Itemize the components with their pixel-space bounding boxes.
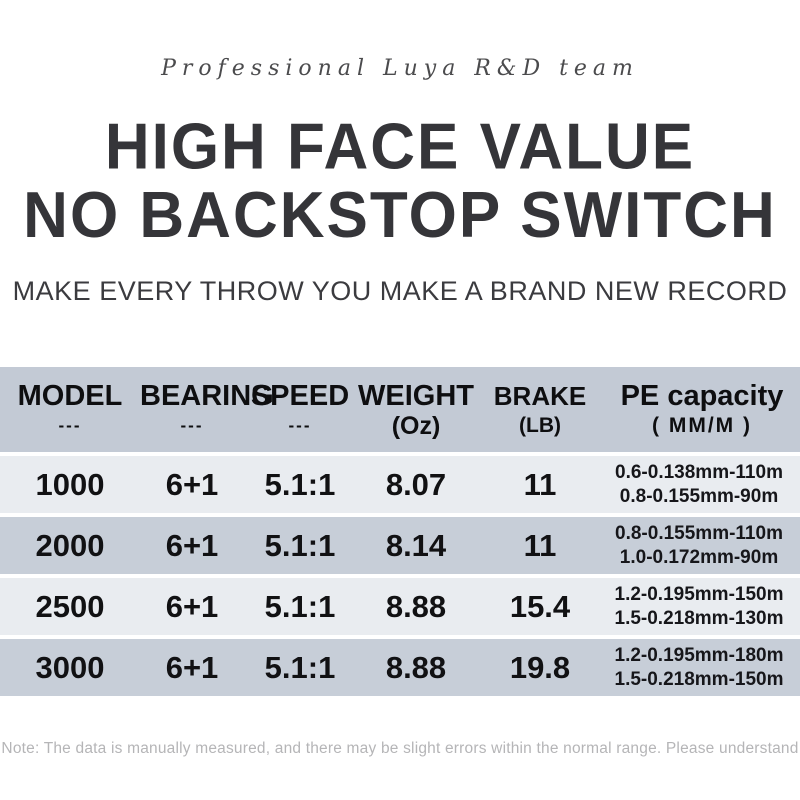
- brand-tagline: Professional Luya R&D team: [161, 56, 639, 81]
- column-header-weight: WEIGHT (Oz): [356, 380, 476, 439]
- table-row-model-2000: 2000 6+1 5.1:1 8.14 11 0.8-0.155mm-110m …: [0, 517, 800, 574]
- cell-weight: 8.88: [385, 649, 447, 685]
- cell-pe-capacity: 1.2-0.195mm-180m 1.5-0.218mm-150m: [604, 644, 800, 692]
- table-row-model-2500: 2500 6+1 5.1:1 8.88 15.4 1.2-0.195mm-150…: [0, 578, 800, 635]
- cell-pe-capacity: 0.8-0.155mm-110m 1.0-0.172mm-90m: [604, 522, 800, 570]
- column-label: SPEED: [250, 380, 350, 412]
- cell-weight: 8.88: [385, 588, 447, 624]
- page-title-line-2: NO BACKSTOP SWITCH: [23, 179, 777, 252]
- cell-weight: 8.14: [385, 527, 447, 563]
- cell-bearing: 6+1: [165, 588, 219, 624]
- cell-speed: 5.1:1: [264, 527, 336, 563]
- pe-line-2: 1.5-0.218mm-150m: [614, 668, 784, 690]
- cell-speed: 5.1:1: [264, 588, 336, 624]
- cell-pe-capacity: 1.2-0.195mm-150m 1.5-0.218mm-130m: [604, 583, 800, 631]
- column-unit: ---: [288, 416, 312, 435]
- cell-weight: 8.07: [385, 466, 447, 502]
- column-unit: ( MM/M ): [652, 414, 752, 437]
- cell-brake: 19.8: [509, 649, 571, 685]
- column-unit: ---: [180, 416, 204, 435]
- cell-pe-capacity: 0.6-0.138mm-110m 0.8-0.155mm-90m: [604, 461, 800, 509]
- pe-line-1: 1.2-0.195mm-180m: [614, 644, 784, 666]
- pe-line-2: 1.5-0.218mm-130m: [614, 607, 784, 629]
- page-title-line-1: HIGH FACE VALUE: [104, 111, 696, 184]
- cell-brake: 15.4: [509, 588, 571, 624]
- column-unit: ---: [58, 416, 82, 435]
- column-header-model: MODEL ---: [0, 380, 140, 439]
- column-header-bearing: BEARING ---: [140, 380, 274, 439]
- cell-speed: 5.1:1: [264, 466, 336, 502]
- cell-bearing: 6+1: [165, 527, 219, 563]
- page-subtitle: MAKE EVERY THROW YOU MAKE A BRAND NEW RE…: [12, 276, 788, 306]
- table-row-model-3000: 3000 6+1 5.1:1 8.88 19.8 1.2-0.195mm-180…: [0, 639, 800, 696]
- cell-brake: 11: [523, 466, 557, 502]
- page-title: HIGH FACE VALUE NO BACKSTOP SWITCH: [0, 113, 800, 250]
- cell-bearing: 6+1: [165, 649, 219, 685]
- column-header-brake: BRAKE (LB): [476, 380, 604, 439]
- spec-table-header-row: MODEL --- BEARING --- SPEED --- WEIGHT (…: [0, 367, 800, 452]
- pe-line-2: 1.0-0.172mm-90m: [619, 546, 779, 568]
- pe-line-2: 0.8-0.155mm-90m: [619, 485, 779, 507]
- column-label: MODEL: [17, 380, 123, 412]
- cell-model: 3000: [35, 649, 105, 685]
- column-unit: (Oz): [391, 412, 441, 440]
- cell-bearing: 6+1: [165, 466, 219, 502]
- column-unit: (LB): [519, 414, 561, 437]
- cell-model: 2500: [35, 588, 105, 624]
- cell-model: 1000: [35, 466, 105, 502]
- column-label: WEIGHT: [358, 380, 474, 412]
- pe-line-1: 0.6-0.138mm-110m: [615, 461, 783, 483]
- column-header-pe-capacity: PE capacity ( MM/M ): [604, 380, 800, 439]
- disclaimer-note: Note: The data is manually measured, and…: [1, 740, 799, 757]
- cell-model: 2000: [35, 527, 105, 563]
- column-label: BEARING: [140, 380, 274, 412]
- spec-table: MODEL --- BEARING --- SPEED --- WEIGHT (…: [0, 367, 800, 696]
- pe-line-1: 1.2-0.195mm-150m: [614, 583, 784, 605]
- table-row-model-1000: 1000 6+1 5.1:1 8.07 11 0.6-0.138mm-110m …: [0, 456, 800, 513]
- cell-brake: 11: [523, 527, 557, 563]
- column-label: BRAKE: [493, 381, 587, 411]
- pe-line-1: 0.8-0.155mm-110m: [615, 522, 783, 544]
- column-label: PE capacity: [620, 380, 784, 412]
- column-header-speed: SPEED ---: [244, 380, 356, 439]
- cell-speed: 5.1:1: [264, 649, 336, 685]
